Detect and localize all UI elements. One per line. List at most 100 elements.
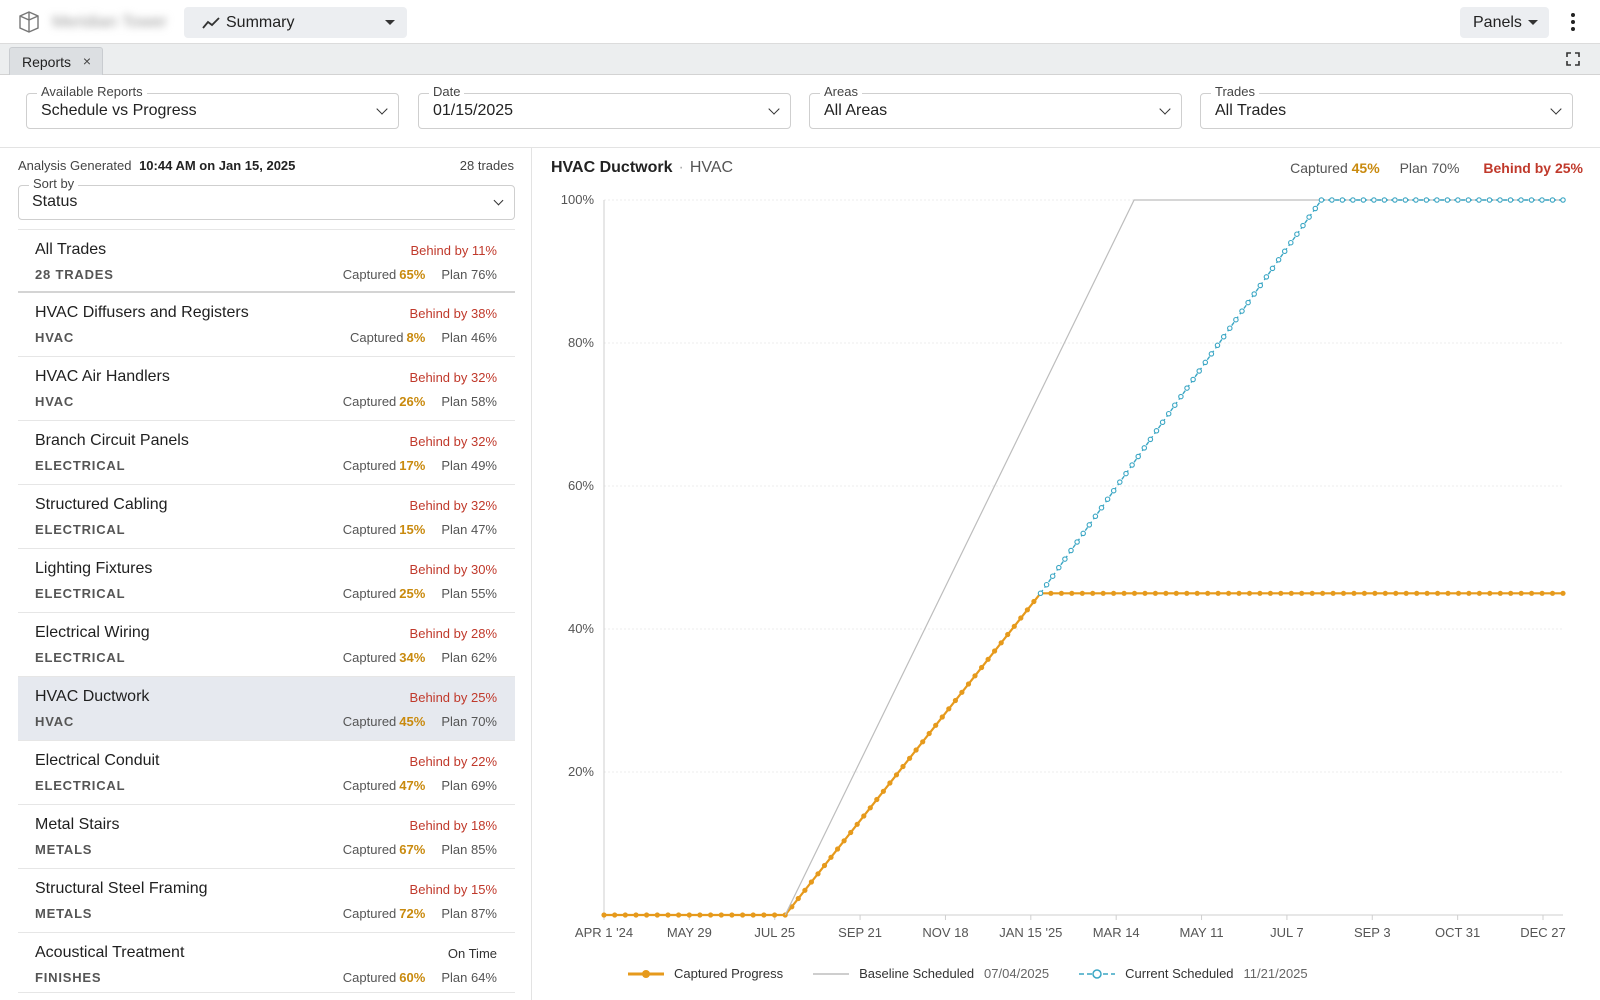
close-icon[interactable]: × xyxy=(82,53,91,69)
trade-row[interactable]: Branch Circuit Panels ELECTRICAL Behind by… xyxy=(18,421,515,485)
series-point xyxy=(1214,342,1221,349)
series-point xyxy=(815,871,821,877)
captured-label: Captured xyxy=(342,650,397,665)
series-point xyxy=(802,887,808,893)
series-point xyxy=(1173,590,1179,596)
trades-select-label: Trades xyxy=(1211,84,1259,99)
analysis-generated-time: 10:44 AM on Jan 15, 2025 xyxy=(139,158,296,173)
legend-current-swatch xyxy=(1079,968,1116,979)
captured-value: 26% xyxy=(399,394,426,409)
areas-select[interactable]: Areas All Areas xyxy=(809,84,1182,129)
captured-label: Captured xyxy=(342,522,397,537)
trades-select[interactable]: Trades All Trades xyxy=(1200,84,1573,129)
captured-label: Captured xyxy=(342,970,397,985)
series-point xyxy=(1153,428,1160,434)
trade-category: HVAC xyxy=(35,330,75,345)
trade-row[interactable]: HVAC Ductwork HVAC Behind by 25% Captured 45… xyxy=(18,677,515,741)
trade-row[interactable]: Electrical Wiring ELECTRICAL Behind by 28%… xyxy=(18,613,515,677)
trade-status: Behind by 38% xyxy=(409,306,497,321)
series-point xyxy=(1445,590,1451,596)
plan-value: 62% xyxy=(470,650,497,665)
date-select-label: Date xyxy=(429,84,465,99)
plan-label: Plan xyxy=(441,842,468,857)
series-point xyxy=(686,912,692,918)
plan-value: 85% xyxy=(470,842,497,857)
date-select[interactable]: Date 01/15/2025 xyxy=(418,84,791,129)
series-point xyxy=(979,664,985,671)
captured-value: 65% xyxy=(399,267,426,282)
series-point xyxy=(1178,393,1184,400)
trade-row[interactable]: Electrical Conduit ELECTRICAL Behind by 22… xyxy=(18,741,515,805)
series-point xyxy=(1079,590,1085,596)
series-point xyxy=(972,673,978,679)
series-point xyxy=(1135,453,1141,460)
plan-label: Plan xyxy=(441,458,468,473)
series-point xyxy=(1294,231,1300,237)
series-point xyxy=(1518,197,1524,203)
trade-category: HVAC xyxy=(35,394,75,409)
trade-row[interactable]: Lighting Fixtures ELECTRICAL Behind by 30%… xyxy=(18,549,515,613)
trade-category: 28 TRADES xyxy=(35,267,114,282)
chart-header: HVAC Ductwork · HVAC xyxy=(551,159,734,176)
legend-captured[interactable]: Captured Progress xyxy=(628,966,783,981)
series-point xyxy=(1486,197,1493,203)
series-point xyxy=(1275,257,1282,263)
app-logo-icon[interactable] xyxy=(17,11,41,33)
series-point xyxy=(1092,513,1099,520)
fullscreen-icon[interactable] xyxy=(1566,52,1580,66)
x-tick-label: DEC 27 xyxy=(1520,925,1566,940)
series-point xyxy=(782,912,788,918)
trade-row[interactable]: HVAC Diffusers and Registers HVAC Behind b… xyxy=(18,293,515,357)
series-point xyxy=(1320,590,1326,596)
trade-row[interactable]: Structural Steel Framing METALS Behind by … xyxy=(18,869,515,933)
legend-baseline[interactable]: Baseline Scheduled 07/04/2025 xyxy=(813,966,1049,981)
trade-category: ELECTRICAL xyxy=(35,522,126,537)
legend-current[interactable]: Current Scheduled 11/21/2025 xyxy=(1079,966,1308,981)
series-point xyxy=(854,821,860,827)
series-point xyxy=(1267,590,1273,596)
series-point xyxy=(1549,197,1556,203)
series-line-2 xyxy=(1039,199,1563,594)
chevron-down-icon xyxy=(1159,103,1171,115)
trade-row[interactable]: Structured Cabling ELECTRICAL Behind by 32… xyxy=(18,485,515,549)
series-point xyxy=(1251,291,1257,297)
panels-button[interactable]: Panels xyxy=(1460,7,1549,38)
series-point xyxy=(1011,623,1017,629)
series-point xyxy=(1381,197,1388,203)
report-select[interactable]: Available Reports Schedule vs Progress xyxy=(26,84,399,129)
series-point xyxy=(1455,590,1462,596)
series-point xyxy=(1104,496,1111,502)
captured-value: 17% xyxy=(399,458,426,473)
y-tick-label: 40% xyxy=(568,621,594,636)
plan-label: Plan xyxy=(441,778,468,793)
series-point xyxy=(1090,590,1096,596)
series-point xyxy=(1539,590,1545,596)
plan-label: Plan xyxy=(441,522,468,537)
project-name[interactable]: Meridian Tower xyxy=(52,12,167,31)
series-point xyxy=(808,879,814,885)
plan-label: Plan xyxy=(1399,160,1428,176)
series-point xyxy=(926,730,932,737)
series-point xyxy=(1263,274,1270,280)
series-point xyxy=(1142,590,1148,596)
sort-select[interactable]: Sort by Status xyxy=(18,176,515,220)
trade-row[interactable]: Metal Stairs METALS Behind by 18% Captured 6… xyxy=(18,805,515,869)
series-point xyxy=(1539,197,1545,203)
series-point xyxy=(1329,197,1335,203)
more-options-icon[interactable] xyxy=(1566,10,1580,34)
x-tick-label: OCT 31 xyxy=(1435,925,1480,940)
trade-category: HVAC xyxy=(35,714,75,729)
series-point xyxy=(1236,590,1242,596)
trade-row[interactable]: Acoustical Treatment FINISHES On Time Captu… xyxy=(18,933,515,993)
view-selector[interactable]: Summary xyxy=(184,7,407,38)
trade-name: Acoustical Treatment xyxy=(35,944,185,961)
trade-row-all[interactable]: All Trades 28 TRADES Behind by 11% Captured… xyxy=(18,229,515,293)
trade-name: Electrical Conduit xyxy=(35,752,160,769)
trade-row[interactable]: HVAC Air Handlers HVAC Behind by 32% Captur… xyxy=(18,357,515,421)
captured-label: Captured xyxy=(1290,160,1348,176)
series-point xyxy=(913,747,919,753)
series-point xyxy=(920,739,926,745)
trade-name: Structural Steel Framing xyxy=(35,880,208,897)
captured-label: Captured xyxy=(342,394,397,409)
tab-reports[interactable]: Reports × xyxy=(9,47,103,75)
